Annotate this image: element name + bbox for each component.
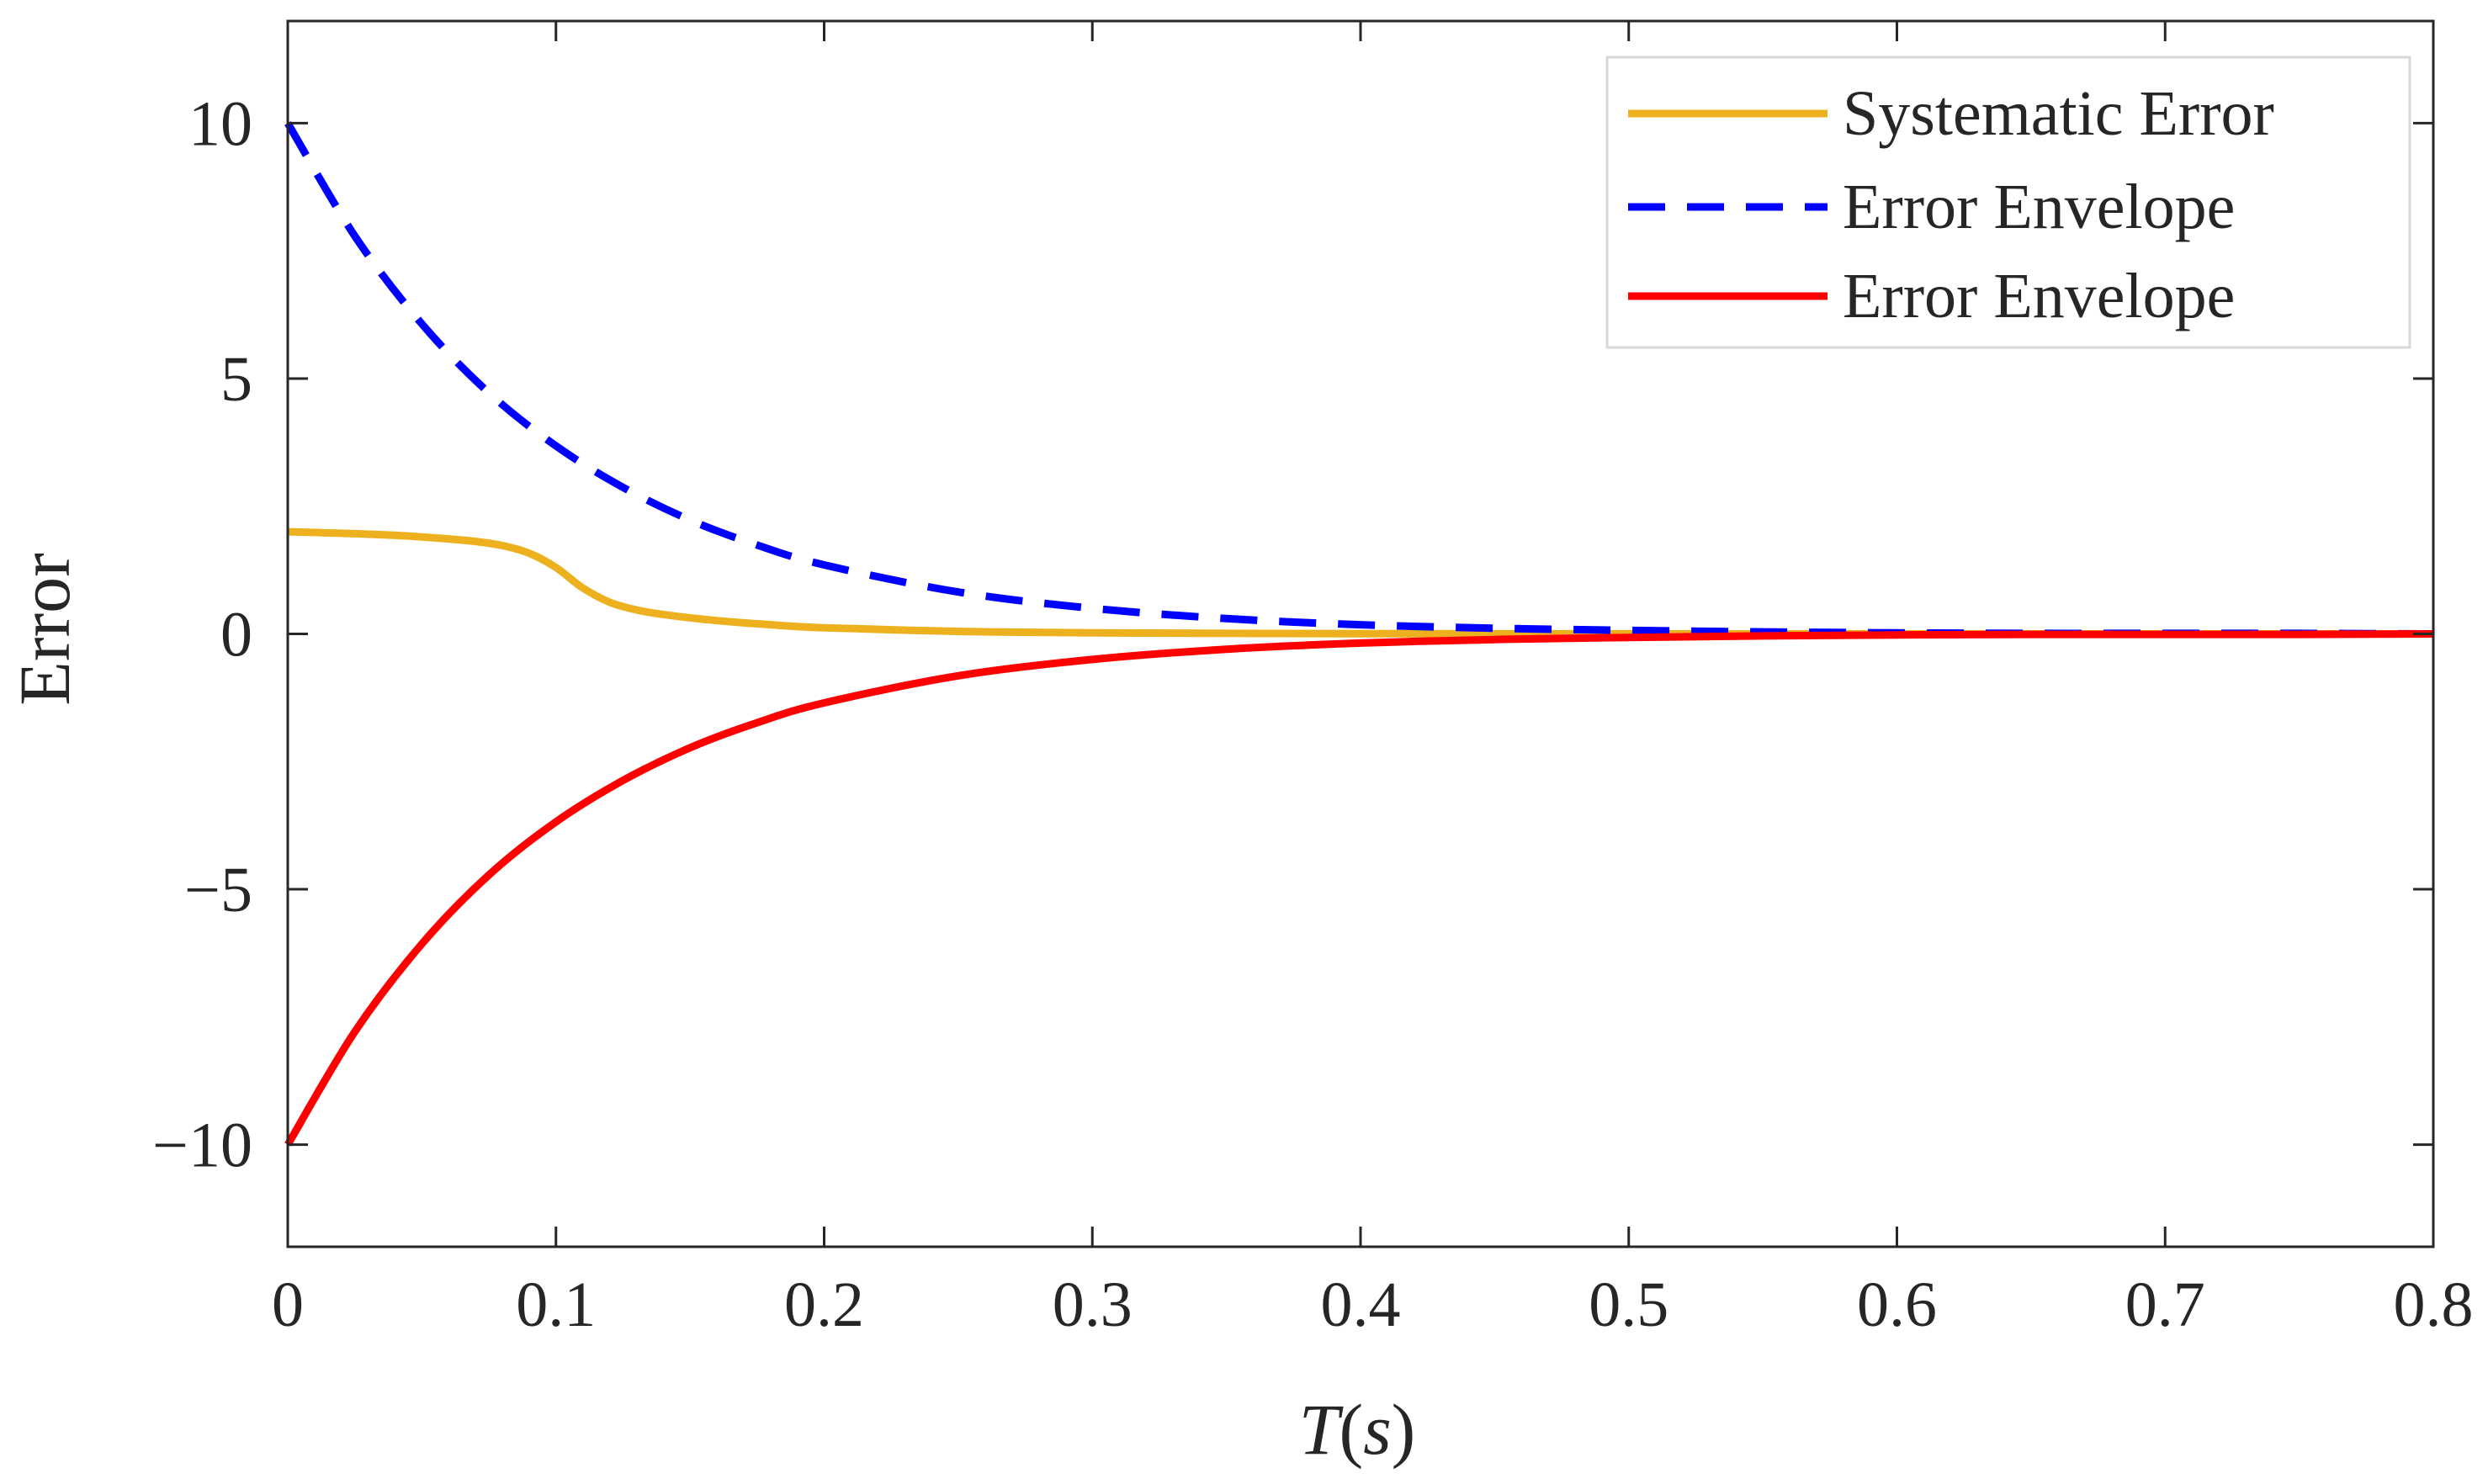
x-axis-label-unit: s bbox=[1363, 1389, 1391, 1470]
y-tick-label: 10 bbox=[188, 88, 252, 159]
y-tick-label: −5 bbox=[184, 855, 252, 925]
series-layer bbox=[284, 121, 2434, 1147]
x-tick-label: 0.8 bbox=[2394, 1269, 2474, 1340]
y-tick-label: −10 bbox=[152, 1110, 252, 1181]
x-tick-label: 0.7 bbox=[2125, 1269, 2205, 1340]
y-axis-label: Error bbox=[4, 553, 85, 705]
x-tick-label: 0 bbox=[272, 1269, 304, 1340]
x-tick-label: 0.3 bbox=[1053, 1269, 1133, 1340]
y-tick-label: 5 bbox=[220, 344, 252, 415]
legend-label-error-envelope-lower: Error Envelope bbox=[1843, 261, 2235, 331]
x-tick-label: 0.4 bbox=[1321, 1269, 1401, 1340]
x-tick-label: 0.1 bbox=[516, 1269, 596, 1340]
x-tick-label: 0.6 bbox=[1857, 1269, 1937, 1340]
ticks-layer: 0 0.1 0.2 0.3 0.4 0.5 0.6 0.7 0.8 10 5 0 −5 −10 bbox=[152, 21, 2474, 1340]
legend-label-systematic-error: Systematic Error bbox=[1843, 78, 2274, 149]
x-tick-label: 0.2 bbox=[784, 1269, 864, 1340]
x-axis-label: T(s) bbox=[1299, 1389, 1416, 1470]
legend: Systematic Error Error Envelope Error En… bbox=[1605, 56, 2411, 349]
y-tick-label: 0 bbox=[220, 600, 252, 670]
x-tick-label: 0.5 bbox=[1589, 1269, 1668, 1340]
series-line-error-envelope-lower bbox=[284, 630, 2434, 1147]
x-axis-label-var: T bbox=[1299, 1389, 1344, 1470]
x-axis-label-close: ) bbox=[1392, 1389, 1416, 1470]
x-axis-label-open: ( bbox=[1339, 1389, 1364, 1470]
legend-label-error-envelope-upper: Error Envelope bbox=[1843, 172, 2235, 242]
